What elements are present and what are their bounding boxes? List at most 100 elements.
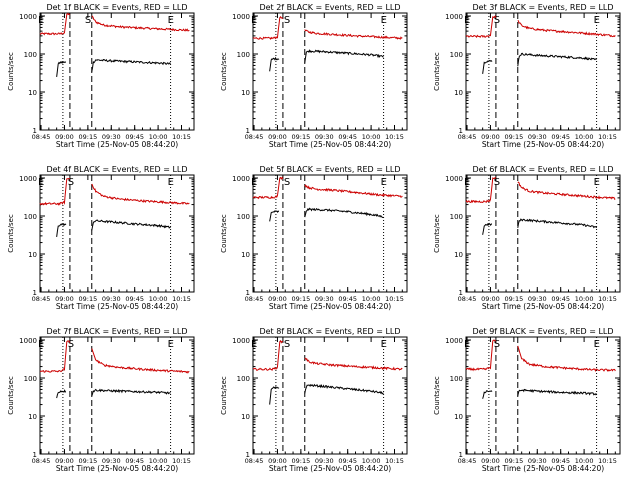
event-marker-label: E xyxy=(168,15,174,26)
events-series-line xyxy=(517,218,598,229)
events-series-line xyxy=(91,219,171,231)
lld-series-line xyxy=(252,176,284,200)
x-axis-label: Start Time (25-Nov-05 08:44:20) xyxy=(269,302,391,311)
y-tick-label: 100 xyxy=(237,213,250,221)
x-tick-label: 09:45 xyxy=(338,295,357,303)
x-tick-label: 10:15 xyxy=(598,295,617,303)
x-tick-label: 09:30 xyxy=(315,457,334,465)
y-tick-label: 1 xyxy=(246,289,250,297)
events-series-line xyxy=(482,222,493,235)
event-marker-label: S xyxy=(284,177,290,188)
event-marker-label: E xyxy=(251,177,257,188)
chart-title: Det 1f BLACK = Events, RED = LLD xyxy=(46,3,187,12)
chart-panel-7: Det 7f BLACK = Events, RED = LLD 1 10 100 10… xyxy=(7,327,195,473)
plot-frame xyxy=(39,174,195,293)
event-marker-label: S xyxy=(494,339,500,350)
x-tick-label: 09:15 xyxy=(78,133,97,141)
lld-series-line xyxy=(91,15,190,32)
x-tick-label: 09:00 xyxy=(55,133,74,141)
event-marker-label: E xyxy=(464,339,470,350)
chart-panel-1: Det 1f BLACK = Events, RED = LLD 1 10 100 10… xyxy=(7,3,195,149)
events-series-line xyxy=(304,383,384,395)
y-tick-label: 10 xyxy=(454,251,463,259)
lld-series-line xyxy=(91,183,190,205)
x-tick-label: 10:00 xyxy=(149,457,168,465)
events-series-line xyxy=(517,52,597,67)
x-tick-label: 10:15 xyxy=(598,457,617,465)
lld-series-line xyxy=(91,348,190,374)
events-series-line xyxy=(517,388,598,396)
y-tick-label: 10 xyxy=(241,413,250,421)
y-tick-label: 100 xyxy=(450,213,463,221)
chart-title: Det 8f BLACK = Events, RED = LLD xyxy=(259,327,400,336)
event-marker-label: S xyxy=(85,15,91,26)
chart-panel-4: Det 4f BLACK = Events, RED = LLD 1 10 100 10… xyxy=(7,165,195,311)
x-tick-label: 09:30 xyxy=(528,295,547,303)
x-tick-label: 10:00 xyxy=(149,295,168,303)
lld-series-line xyxy=(304,29,403,41)
plot-frame xyxy=(252,174,408,293)
x-axis-label: Start Time (25-Nov-05 08:44:20) xyxy=(269,140,391,149)
y-tick-label: 100 xyxy=(450,375,463,383)
y-tick-label: 100 xyxy=(24,51,37,59)
x-tick-label: 09:15 xyxy=(504,457,523,465)
lld-series-line xyxy=(39,178,71,206)
y-tick-label: 1000 xyxy=(445,13,463,21)
y-tick-label: 1000 xyxy=(19,337,37,345)
x-tick-label: 09:00 xyxy=(481,457,500,465)
events-series-line xyxy=(304,207,384,219)
plot-frame xyxy=(39,12,195,131)
x-tick-label: 09:00 xyxy=(55,457,74,465)
x-tick-label: 09:15 xyxy=(504,295,523,303)
lld-series-line xyxy=(304,184,403,198)
y-tick-label: 1000 xyxy=(445,175,463,183)
x-tick-label: 10:00 xyxy=(362,295,381,303)
x-axis-label: Start Time (25-Nov-05 08:44:20) xyxy=(482,302,604,311)
x-tick-label: 09:45 xyxy=(551,133,570,141)
lld-series-line xyxy=(304,357,403,371)
x-tick-label: 09:15 xyxy=(78,457,97,465)
x-tick-label: 10:00 xyxy=(575,457,594,465)
y-axis-label: Counts/sec xyxy=(220,376,228,415)
x-tick-label: 10:15 xyxy=(172,295,191,303)
y-tick-label: 100 xyxy=(237,375,250,383)
x-axis-label: Start Time (25-Nov-05 08:44:20) xyxy=(56,302,178,311)
x-tick-label: 08:45 xyxy=(245,133,264,141)
chart-panel-3: Det 3f BLACK = Events, RED = LLD 1 10 100 10… xyxy=(433,3,621,149)
y-tick-label: 1 xyxy=(459,127,463,135)
plot-frame xyxy=(252,12,408,131)
x-tick-label: 10:15 xyxy=(172,457,191,465)
x-tick-label: 09:30 xyxy=(315,133,334,141)
plot-frame xyxy=(465,174,621,293)
x-tick-label: 08:45 xyxy=(32,457,51,465)
chart-panel-5: Det 5f BLACK = Events, RED = LLD 1 10 100 10… xyxy=(220,165,408,311)
x-tick-label: 09:00 xyxy=(268,133,287,141)
y-tick-label: 1000 xyxy=(232,175,250,183)
event-marker-label: S xyxy=(68,339,74,350)
x-tick-label: 09:30 xyxy=(102,457,121,465)
y-axis-label: Counts/sec xyxy=(220,214,228,253)
chart-title: Det 7f BLACK = Events, RED = LLD xyxy=(46,327,187,336)
x-tick-label: 10:00 xyxy=(362,133,381,141)
y-tick-label: 1000 xyxy=(232,337,250,345)
x-tick-label: 08:45 xyxy=(458,133,477,141)
lld-series-line xyxy=(517,181,616,200)
events-series-line xyxy=(269,386,280,405)
x-tick-label: 10:15 xyxy=(385,457,404,465)
y-axis-label: Counts/sec xyxy=(433,376,441,415)
x-tick-label: 09:30 xyxy=(528,457,547,465)
x-tick-label: 09:00 xyxy=(268,457,287,465)
y-axis-label: Counts/sec xyxy=(433,52,441,91)
event-marker-label: E xyxy=(594,177,600,188)
x-axis-label: Start Time (25-Nov-05 08:44:20) xyxy=(269,464,391,473)
event-marker-label: S xyxy=(284,339,290,350)
x-tick-label: 09:30 xyxy=(528,133,547,141)
y-tick-label: 10 xyxy=(454,413,463,421)
x-tick-label: 10:15 xyxy=(385,295,404,303)
event-marker-label: E xyxy=(381,15,387,26)
y-tick-label: 1000 xyxy=(232,13,250,21)
lld-series-line xyxy=(465,339,497,372)
x-tick-label: 10:15 xyxy=(598,133,617,141)
chart-panel-6: Det 6f BLACK = Events, RED = LLD 1 10 100 10… xyxy=(433,165,621,311)
x-tick-label: 10:15 xyxy=(385,133,404,141)
